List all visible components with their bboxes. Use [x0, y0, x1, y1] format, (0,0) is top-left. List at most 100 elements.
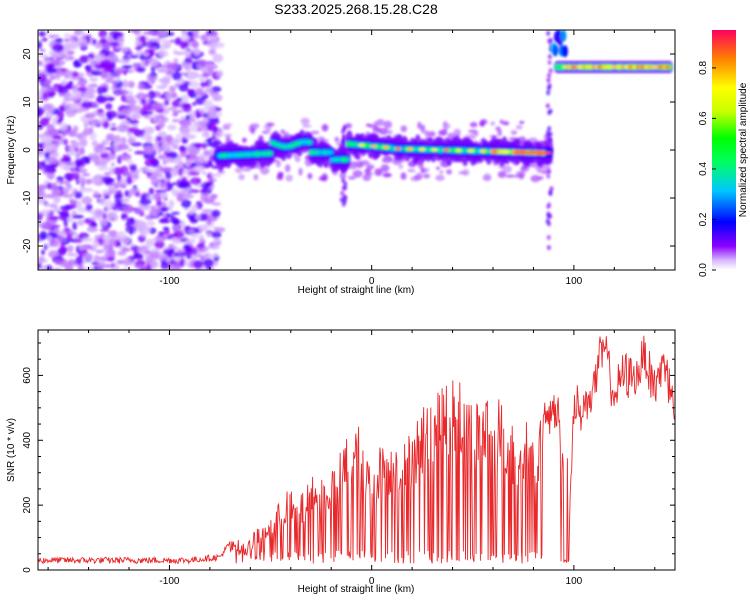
noise-speck — [145, 238, 155, 247]
noise-speck — [72, 125, 79, 133]
noise-speck — [171, 236, 183, 244]
noise-speck — [126, 133, 132, 137]
noise-speck — [99, 152, 109, 159]
noise-speck — [143, 145, 155, 154]
noise-speck — [126, 148, 133, 152]
noise-speck — [210, 38, 220, 43]
noise-speck — [162, 157, 175, 163]
noise-speck — [97, 166, 109, 171]
noise-speck — [214, 96, 222, 101]
noise-speck — [171, 188, 179, 197]
haze-speck — [381, 158, 388, 163]
noise-speck — [150, 177, 160, 187]
noise-speck — [100, 59, 112, 69]
noise-speck — [202, 171, 207, 175]
band2-stub — [552, 44, 559, 57]
noise-speck — [192, 102, 197, 106]
noise-speck — [177, 190, 190, 194]
noise-speck — [180, 33, 190, 42]
noise-speck — [56, 110, 65, 119]
noise-speck — [178, 83, 189, 92]
haze-speck — [265, 127, 271, 134]
noise-speck — [103, 147, 114, 151]
haze-speck — [302, 124, 312, 128]
snr-frame — [37, 329, 676, 571]
noise-speck — [156, 200, 162, 207]
band-hotspot — [523, 150, 540, 155]
noise-speck — [136, 66, 146, 73]
noise-speck — [51, 188, 61, 197]
noise-speck — [182, 103, 192, 113]
noise-speck — [47, 235, 52, 243]
noise-speck — [124, 190, 129, 197]
noise-speck — [123, 51, 132, 56]
noise-speck — [142, 111, 154, 115]
noise-speck — [130, 55, 139, 59]
noise-speck — [181, 169, 189, 175]
colorbar-tick-label: 0.8 — [698, 61, 709, 75]
noise-speck — [91, 176, 103, 185]
noise-speck — [96, 95, 108, 104]
noise-speck — [87, 83, 92, 93]
noise-speck — [69, 172, 80, 180]
noise-speck — [149, 260, 159, 269]
noise-speck — [134, 40, 143, 46]
noise-speck — [61, 194, 74, 198]
noise-speck — [135, 223, 145, 232]
streak-speck — [547, 60, 552, 65]
haze-speck — [469, 122, 478, 128]
noise-speck — [207, 137, 212, 147]
haze-speck — [242, 137, 247, 143]
haze-speck — [400, 172, 407, 180]
noise-speck — [94, 209, 105, 218]
spectrogram-x-label: Height of straight line (km) — [298, 285, 415, 296]
spectrogram-signal-band — [214, 129, 554, 173]
noise-speck — [158, 50, 169, 58]
noise-speck — [195, 214, 202, 220]
noise-speck — [154, 168, 161, 175]
haze-speck — [298, 167, 303, 176]
noise-speck — [184, 260, 191, 267]
noise-speck — [196, 142, 201, 151]
noise-speck — [53, 196, 61, 204]
noise-speck — [159, 217, 169, 223]
noise-speck — [110, 126, 118, 131]
noise-speck — [78, 176, 86, 185]
colorbar-tick-label: 0.0 — [698, 263, 709, 277]
noise-speck — [74, 191, 83, 199]
noise-speck — [83, 252, 94, 262]
noise-speck — [170, 92, 178, 99]
noise-speck — [50, 88, 60, 92]
noise-speck — [99, 228, 110, 232]
noise-speck — [166, 180, 171, 189]
streak-speck — [546, 245, 551, 251]
haze-speck — [497, 171, 507, 178]
noise-speck — [41, 160, 46, 168]
noise-speck — [54, 259, 62, 265]
noise-speck — [210, 173, 222, 178]
streak-speck — [546, 90, 551, 96]
noise-speck — [107, 54, 119, 62]
noise-speck — [114, 134, 121, 143]
noise-speck — [163, 61, 168, 68]
noise-speck — [160, 206, 172, 211]
noise-speck — [154, 240, 165, 250]
noise-speck — [72, 221, 78, 231]
noise-speck — [123, 204, 134, 214]
noise-speck — [137, 83, 145, 90]
noise-speck — [161, 38, 168, 48]
noise-speck — [210, 121, 216, 130]
band-hotspot — [467, 149, 474, 153]
noise-speck — [40, 209, 52, 214]
noise-speck — [76, 220, 85, 225]
noise-speck — [183, 63, 192, 71]
noise-speck — [129, 165, 137, 172]
noise-speck — [207, 106, 217, 115]
noise-speck — [158, 231, 165, 237]
noise-speck — [130, 245, 139, 252]
noise-speck — [77, 80, 86, 87]
noise-speck — [149, 157, 158, 165]
noise-speck — [207, 178, 217, 182]
noise-speck — [152, 76, 158, 81]
